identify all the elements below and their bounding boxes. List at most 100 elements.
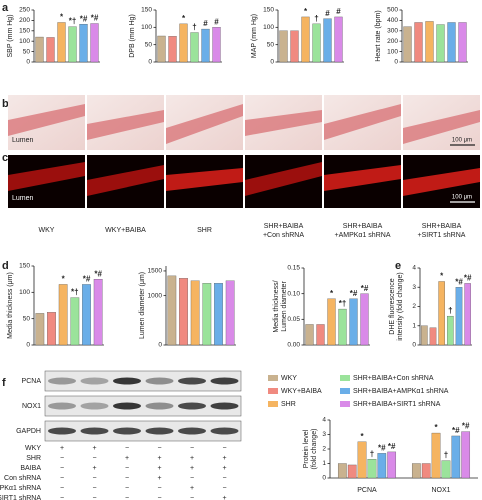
treatment-sign: − bbox=[60, 455, 64, 462]
bar bbox=[461, 431, 471, 479]
treatment-label: SIRT1 shRNA bbox=[0, 495, 41, 500]
bar bbox=[421, 463, 431, 479]
treatment-sign: − bbox=[222, 445, 226, 452]
treatment-sign: − bbox=[157, 485, 161, 492]
y-tick-label: 0.00 bbox=[287, 342, 300, 349]
significance-marker: * bbox=[60, 13, 64, 22]
legend-label: WKY bbox=[281, 375, 297, 382]
panel-label: e bbox=[395, 260, 401, 272]
treatment-label: BAIBA bbox=[20, 465, 41, 472]
bar bbox=[214, 283, 223, 346]
legend-swatch bbox=[340, 388, 350, 394]
group-label: +SIRT1 shRNA bbox=[418, 232, 466, 239]
y-tick-label: 100 bbox=[387, 48, 398, 55]
band-label: PCNA bbox=[22, 378, 42, 385]
significance-marker: *# bbox=[91, 14, 99, 23]
treatment-sign: − bbox=[157, 445, 161, 452]
y-tick-label: 0 bbox=[26, 342, 30, 349]
significance-marker: *# bbox=[388, 442, 396, 451]
blot-band bbox=[113, 402, 141, 410]
blot-band bbox=[80, 377, 109, 385]
significance-marker: # bbox=[325, 9, 330, 18]
significance-marker: *# bbox=[452, 426, 460, 435]
treatment-sign: + bbox=[157, 465, 161, 472]
y-tick-label: 0.10 bbox=[287, 290, 300, 297]
bar bbox=[425, 21, 434, 63]
legend-swatch bbox=[268, 401, 278, 407]
x-tick-label: PCNA bbox=[357, 487, 377, 494]
treatment-sign: − bbox=[222, 485, 226, 492]
bar bbox=[201, 28, 210, 63]
legend-swatch bbox=[340, 401, 350, 407]
bar bbox=[93, 279, 103, 346]
treatment-label: SHR bbox=[26, 455, 41, 462]
panel-label: d bbox=[2, 260, 9, 272]
bar bbox=[279, 30, 288, 63]
blot-band bbox=[210, 402, 239, 410]
legend-swatch bbox=[340, 375, 350, 381]
treatment-sign: + bbox=[190, 455, 194, 462]
y-tick-label: 4 bbox=[322, 417, 326, 424]
blot-band bbox=[113, 377, 141, 385]
bar bbox=[168, 36, 177, 63]
vessel-wall bbox=[403, 110, 480, 144]
legend-swatch bbox=[268, 375, 278, 381]
bar bbox=[451, 435, 461, 479]
bar bbox=[403, 26, 412, 63]
bar bbox=[57, 22, 66, 63]
bar bbox=[429, 327, 437, 346]
fluorescent-wall bbox=[8, 162, 85, 191]
group-label: +Con shRNA bbox=[263, 232, 304, 239]
y-tick-label: 200 bbox=[387, 38, 398, 45]
y-tick-label: 3 bbox=[322, 431, 326, 438]
bar bbox=[82, 284, 91, 346]
legend-label: SHR bbox=[281, 401, 296, 408]
bar bbox=[190, 32, 199, 63]
y-tick-label: 0 bbox=[412, 342, 416, 349]
y-tick-label: 500 bbox=[387, 7, 398, 14]
bar bbox=[441, 460, 451, 479]
treatment-sign: − bbox=[60, 485, 64, 492]
significance-marker: * bbox=[435, 423, 439, 432]
y-tick-label: 50 bbox=[23, 48, 31, 55]
treatment-label: Con shRNA bbox=[4, 475, 41, 482]
y-axis-label: (fold change) bbox=[311, 429, 318, 470]
bar bbox=[167, 275, 177, 346]
treatment-sign: − bbox=[92, 455, 96, 462]
treatment-sign: − bbox=[125, 475, 129, 482]
significance-marker: *# bbox=[462, 422, 470, 431]
bar bbox=[305, 324, 314, 346]
band-label: NOX1 bbox=[22, 403, 41, 410]
treatment-sign: + bbox=[222, 465, 226, 472]
blot-band bbox=[113, 427, 141, 435]
treatment-sign: + bbox=[222, 495, 226, 500]
scale-label: 100 μm bbox=[452, 138, 472, 144]
significance-marker: *# bbox=[455, 277, 463, 286]
significance-marker: † bbox=[192, 23, 196, 32]
treatment-sign: + bbox=[222, 455, 226, 462]
bar bbox=[70, 297, 80, 346]
treatment-sign: − bbox=[125, 445, 129, 452]
treatment-sign: − bbox=[92, 475, 96, 482]
significance-marker: *† bbox=[339, 299, 347, 308]
bar bbox=[327, 298, 336, 346]
significance-marker: # bbox=[203, 19, 208, 28]
bar bbox=[202, 283, 212, 346]
y-tick-label: 150 bbox=[19, 28, 30, 35]
treatment-sign: − bbox=[125, 495, 129, 500]
y-axis-label: intensity (fold change) bbox=[397, 272, 404, 340]
significance-marker: *# bbox=[94, 269, 102, 278]
bar bbox=[360, 293, 369, 346]
bar bbox=[58, 284, 68, 346]
blot-band bbox=[48, 402, 76, 410]
bar bbox=[421, 325, 428, 346]
significance-marker: * bbox=[62, 275, 66, 284]
bar bbox=[179, 23, 188, 63]
significance-marker: † bbox=[370, 449, 374, 458]
significance-marker: † bbox=[314, 14, 318, 23]
bar bbox=[46, 37, 55, 63]
bar bbox=[225, 280, 235, 346]
bar bbox=[349, 298, 358, 346]
bar bbox=[447, 22, 456, 63]
bar bbox=[90, 23, 99, 63]
